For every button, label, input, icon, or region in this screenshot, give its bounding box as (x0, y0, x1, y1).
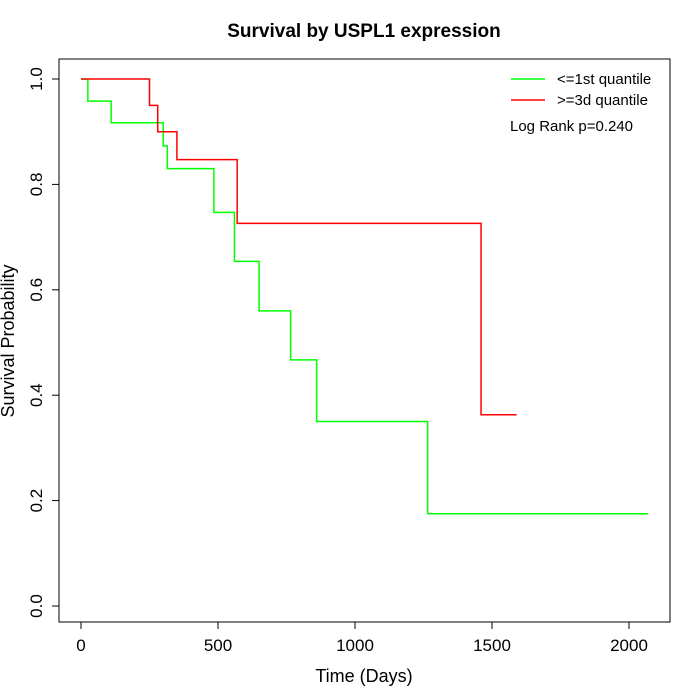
legend: <=1st quantile >=3d quantile (511, 71, 651, 109)
x-tick-label: 2000 (610, 636, 648, 655)
y-tick-label: 0.2 (27, 489, 46, 513)
y-axis-label: Survival Probability (0, 264, 18, 417)
series-layer (81, 78, 649, 515)
y-tick-label: 0.0 (27, 594, 46, 618)
y-tick-label: 0.4 (27, 383, 46, 407)
x-axis: 0 500 1000 1500 2000 (76, 621, 648, 655)
series-line-1 (81, 78, 649, 515)
log-rank-annotation: Log Rank p=0.240 (510, 118, 633, 135)
x-tick-label: 1000 (336, 636, 374, 655)
y-tick-label: 0.6 (27, 278, 46, 302)
y-tick-label: 0.8 (27, 173, 46, 197)
x-tick-label: 500 (204, 636, 232, 655)
series-line-2 (81, 78, 517, 416)
legend-entry-label: >=3d quantile (557, 92, 648, 109)
y-axis: 0.0 0.2 0.4 0.6 0.8 1.0 (27, 67, 60, 618)
x-tick-label: 1500 (473, 636, 511, 655)
legend-entry-label: <=1st quantile (557, 71, 651, 88)
y-tick-label: 1.0 (27, 67, 46, 91)
plot-frame (58, 58, 671, 623)
chart-title: Survival by USPL1 expression (227, 21, 501, 42)
x-axis-label: Time (Days) (315, 666, 412, 686)
x-tick-label: 0 (76, 636, 85, 655)
